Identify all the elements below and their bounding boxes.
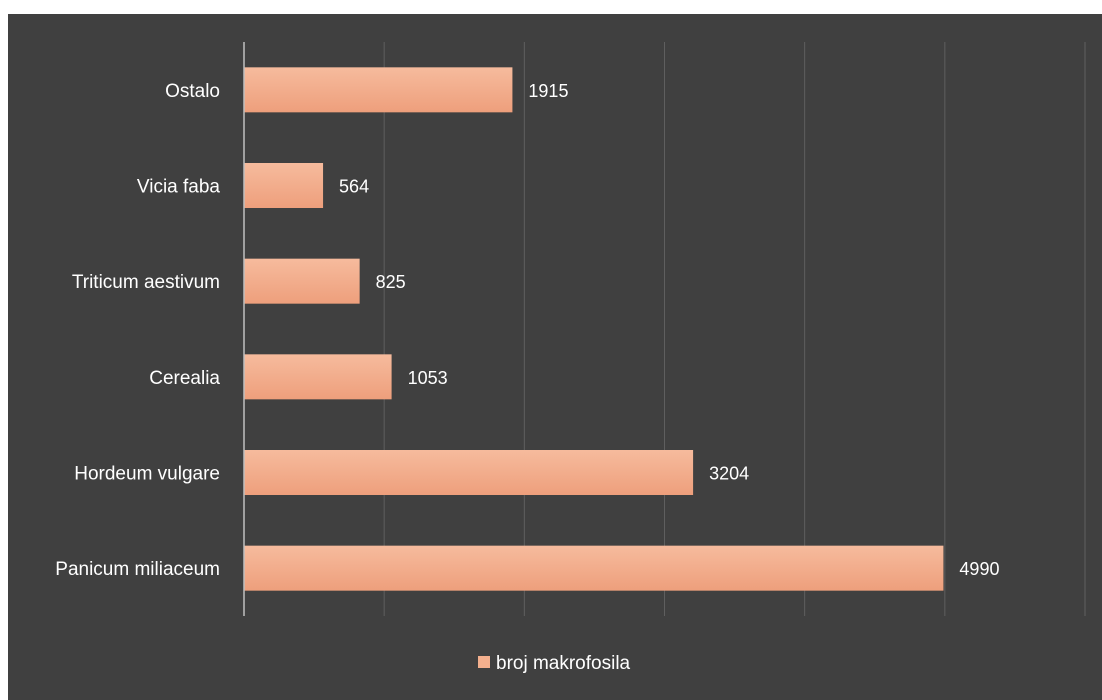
value-label: 3204: [709, 464, 749, 484]
legend-swatch: [478, 656, 490, 668]
value-label: 825: [376, 272, 406, 292]
category-label: Vicia faba: [137, 177, 221, 198]
category-label: Hordeum vulgare: [74, 464, 220, 485]
value-labels: 4990 3204 1053 825 564 1915: [339, 81, 999, 579]
bar: [244, 258, 360, 304]
bar: [244, 67, 513, 113]
value-label: 564: [339, 177, 369, 197]
value-label: 1915: [528, 81, 568, 101]
bars: [244, 67, 944, 591]
legend-label: broj makrofosila: [496, 653, 631, 674]
category-label: Cerealia: [149, 368, 220, 389]
category-labels: Panicum miliaceum Hordeum vulgare Cerealia…: [55, 81, 220, 580]
bar: [244, 163, 324, 208]
category-label: Panicum miliaceum: [55, 559, 220, 580]
gridlines: [383, 42, 1086, 616]
bar: [244, 545, 944, 591]
value-label: 4990: [959, 559, 999, 579]
legend: broj makrofosila: [478, 653, 631, 674]
category-label: Triticum aestivum: [72, 272, 220, 293]
bar: [244, 450, 694, 495]
value-label: 1053: [408, 368, 448, 388]
category-label: Ostalo: [165, 81, 220, 102]
chart-background: [8, 14, 1102, 700]
bar: [244, 354, 392, 400]
